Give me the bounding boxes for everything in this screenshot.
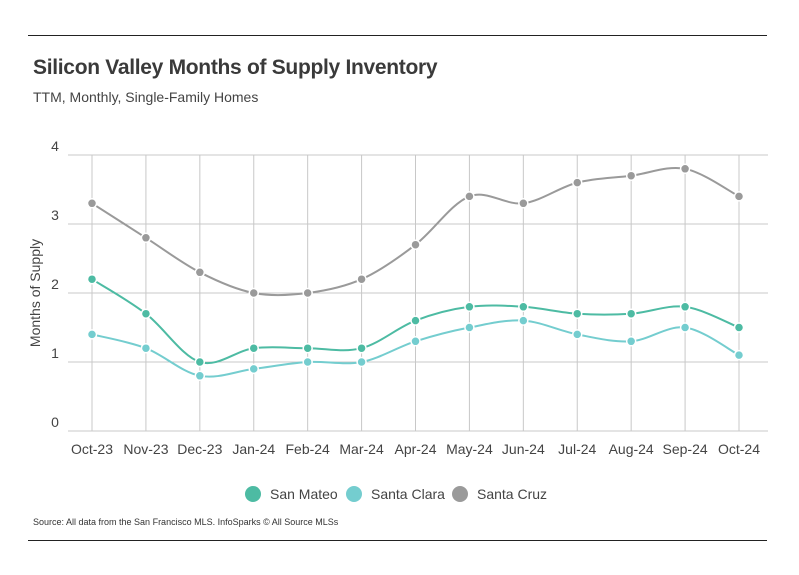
data-point xyxy=(625,170,637,181)
legend-swatch xyxy=(452,486,468,502)
data-point xyxy=(86,273,98,285)
data-point xyxy=(140,232,152,244)
chart-title: Silicon Valley Months of Supply Inventor… xyxy=(33,56,438,79)
x-tick-label: Sep-24 xyxy=(663,441,708,457)
data-point xyxy=(248,287,259,299)
x-tick-label: Jul-24 xyxy=(558,441,596,457)
data-point xyxy=(140,342,152,354)
data-point xyxy=(86,329,98,340)
y-tick-label: 0 xyxy=(51,414,59,430)
data-point xyxy=(464,191,475,202)
data-point xyxy=(410,336,421,347)
x-tick-label: Oct-23 xyxy=(71,441,113,457)
data-point xyxy=(302,287,313,299)
x-tick-label: Nov-23 xyxy=(123,441,168,457)
data-point xyxy=(248,342,259,354)
legend-label: San Mateo xyxy=(270,486,338,502)
x-tick-label: Jan-24 xyxy=(232,441,275,457)
data-point xyxy=(356,356,367,368)
x-tick-label: Oct-24 xyxy=(718,441,760,457)
data-point xyxy=(679,322,691,333)
data-point xyxy=(625,336,637,347)
data-point xyxy=(464,322,475,333)
data-point xyxy=(464,301,475,313)
data-point xyxy=(518,301,529,313)
data-point xyxy=(410,239,421,250)
x-tick-label: Mar-24 xyxy=(339,441,384,457)
x-tick-label: Dec-23 xyxy=(177,441,222,457)
y-tick-label: 1 xyxy=(51,345,59,361)
y-tick-label: 2 xyxy=(51,276,59,292)
legend-label: Santa Clara xyxy=(371,486,445,502)
data-point xyxy=(572,308,583,319)
x-tick-label: Jun-24 xyxy=(502,441,545,457)
data-point xyxy=(248,363,259,375)
data-point xyxy=(302,342,313,354)
data-point xyxy=(302,356,313,368)
data-point xyxy=(356,342,367,354)
data-point xyxy=(194,370,206,382)
data-point xyxy=(140,308,152,319)
x-tick-label: Feb-24 xyxy=(285,441,330,457)
data-point xyxy=(194,267,206,278)
x-tick-label: May-24 xyxy=(446,441,493,457)
data-point xyxy=(518,315,529,326)
legend-swatch xyxy=(346,486,362,502)
data-point xyxy=(625,308,637,319)
legend-label: Santa Cruz xyxy=(477,486,547,502)
data-point xyxy=(572,329,583,340)
y-tick-label: 4 xyxy=(51,138,59,154)
top-rule xyxy=(28,35,767,36)
y-axis-label: Months of Supply xyxy=(27,239,43,347)
data-point xyxy=(194,356,206,368)
legend-swatch xyxy=(245,486,261,502)
data-point xyxy=(679,301,691,313)
data-point xyxy=(356,273,367,285)
data-point xyxy=(572,177,583,188)
source-note: Source: All data from the San Francisco … xyxy=(33,517,339,527)
data-point xyxy=(733,191,745,202)
data-point xyxy=(679,163,691,175)
data-point xyxy=(733,349,745,361)
chart-subtitle: TTM, Monthly, Single-Family Homes xyxy=(33,89,259,105)
x-tick-label: Aug-24 xyxy=(609,441,654,457)
data-point xyxy=(518,198,529,209)
data-point xyxy=(86,198,98,209)
x-tick-label: Apr-24 xyxy=(394,441,436,457)
y-tick-label: 3 xyxy=(51,207,59,223)
bottom-rule xyxy=(28,540,767,541)
data-point xyxy=(410,315,421,326)
data-point xyxy=(733,322,745,333)
